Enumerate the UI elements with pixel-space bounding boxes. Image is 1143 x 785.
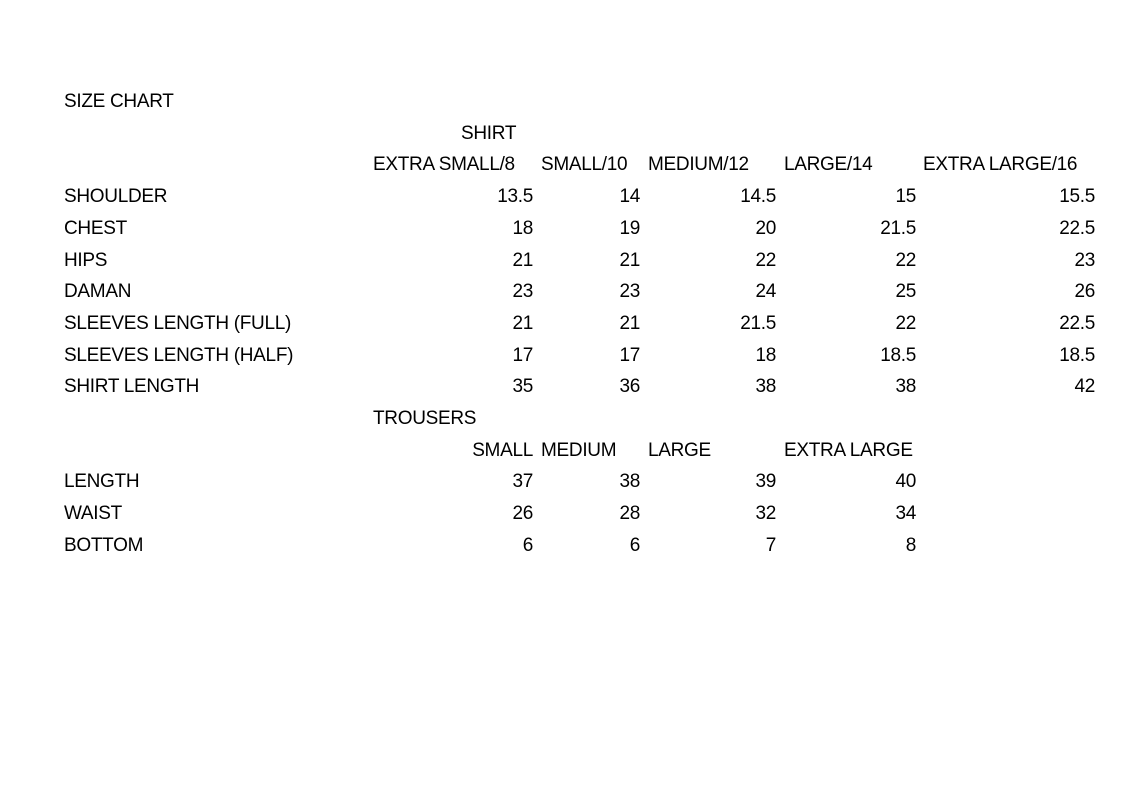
shirt-cell: 22.5	[1059, 217, 1095, 239]
trousers-row-label: LENGTH	[64, 471, 140, 493]
trousers-size-header: SMALL	[472, 439, 533, 461]
trousers-cell: 39	[755, 471, 776, 493]
shirt-cell: 26	[1074, 281, 1095, 303]
shirt-cell: 18	[755, 344, 776, 366]
shirt-cell: 21	[619, 312, 640, 334]
trousers-size-header: EXTRA LARGE	[784, 439, 913, 461]
shirt-cell: 19	[619, 217, 640, 239]
shirt-cell: 23	[1074, 249, 1095, 271]
shirt-size-header: LARGE/14	[784, 154, 873, 176]
shirt-cell: 22	[895, 312, 916, 334]
shirt-cell: 21	[619, 249, 640, 271]
shirt-cell: 42	[1074, 376, 1095, 398]
shirt-size-header: EXTRA SMALL/8	[373, 154, 515, 176]
trousers-row-label: WAIST	[64, 503, 122, 525]
shirt-cell: 21	[512, 249, 533, 271]
shirt-row-label: SHOULDER	[64, 186, 168, 208]
trousers-heading: TROUSERS	[373, 408, 477, 429]
shirt-cell: 35	[512, 376, 533, 398]
shirt-cell: 24	[755, 281, 776, 303]
trousers-cell: 37	[512, 471, 533, 493]
shirt-cell: 21	[512, 312, 533, 334]
trousers-size-header: MEDIUM	[541, 439, 617, 461]
shirt-cell: 21.5	[740, 312, 776, 334]
trousers-cell: 32	[755, 503, 776, 525]
shirt-cell: 17	[512, 344, 533, 366]
shirt-cell: 36	[619, 376, 640, 398]
shirt-size-header: MEDIUM/12	[648, 154, 749, 176]
shirt-cell: 14	[619, 186, 640, 208]
shirt-cell: 13.5	[497, 186, 533, 208]
shirt-row-label: SHIRT LENGTH	[64, 376, 200, 398]
shirt-row-label: HIPS	[64, 249, 108, 271]
shirt-cell: 14.5	[740, 186, 776, 208]
shirt-cell: 18	[512, 217, 533, 239]
shirt-cell: 22	[895, 249, 916, 271]
shirt-cell: 23	[619, 281, 640, 303]
shirt-cell: 21.5	[880, 217, 916, 239]
trousers-cell: 28	[619, 503, 640, 525]
shirt-cell: 22.5	[1059, 312, 1095, 334]
shirt-cell: 15	[895, 186, 916, 208]
shirt-cell: 18.5	[880, 344, 916, 366]
shirt-cell: 22	[755, 249, 776, 271]
trousers-cell: 6	[522, 534, 534, 556]
trousers-cell: 6	[629, 534, 641, 556]
shirt-cell: 25	[895, 281, 916, 303]
shirt-row-label: DAMAN	[64, 281, 132, 303]
shirt-row-label: SLEEVES LENGTH (HALF)	[64, 344, 294, 366]
shirt-cell: 15.5	[1059, 186, 1095, 208]
trousers-cell: 8	[905, 534, 917, 556]
trousers-row-label: BOTTOM	[64, 534, 144, 556]
shirt-row-label: CHEST	[64, 217, 127, 239]
shirt-cell: 20	[755, 217, 776, 239]
shirt-row-label: SLEEVES LENGTH (FULL)	[64, 312, 292, 334]
shirt-heading: SHIRT	[461, 122, 517, 144]
shirt-cell: 38	[755, 376, 776, 398]
shirt-size-header: EXTRA LARGE/16	[923, 154, 1078, 176]
page-title: SIZE CHART	[64, 91, 174, 112]
shirt-cell: 38	[895, 376, 916, 398]
shirt-size-header: SMALL/10	[541, 154, 628, 176]
trousers-cell: 7	[765, 534, 777, 556]
trousers-cell: 40	[895, 471, 916, 493]
trousers-cell: 38	[619, 471, 640, 493]
shirt-cell: 18.5	[1059, 344, 1095, 366]
shirt-cell: 17	[619, 344, 640, 366]
trousers-size-header: LARGE	[648, 439, 711, 461]
shirt-cell: 23	[512, 281, 533, 303]
trousers-cell: 34	[895, 503, 916, 525]
trousers-cell: 26	[512, 503, 533, 525]
